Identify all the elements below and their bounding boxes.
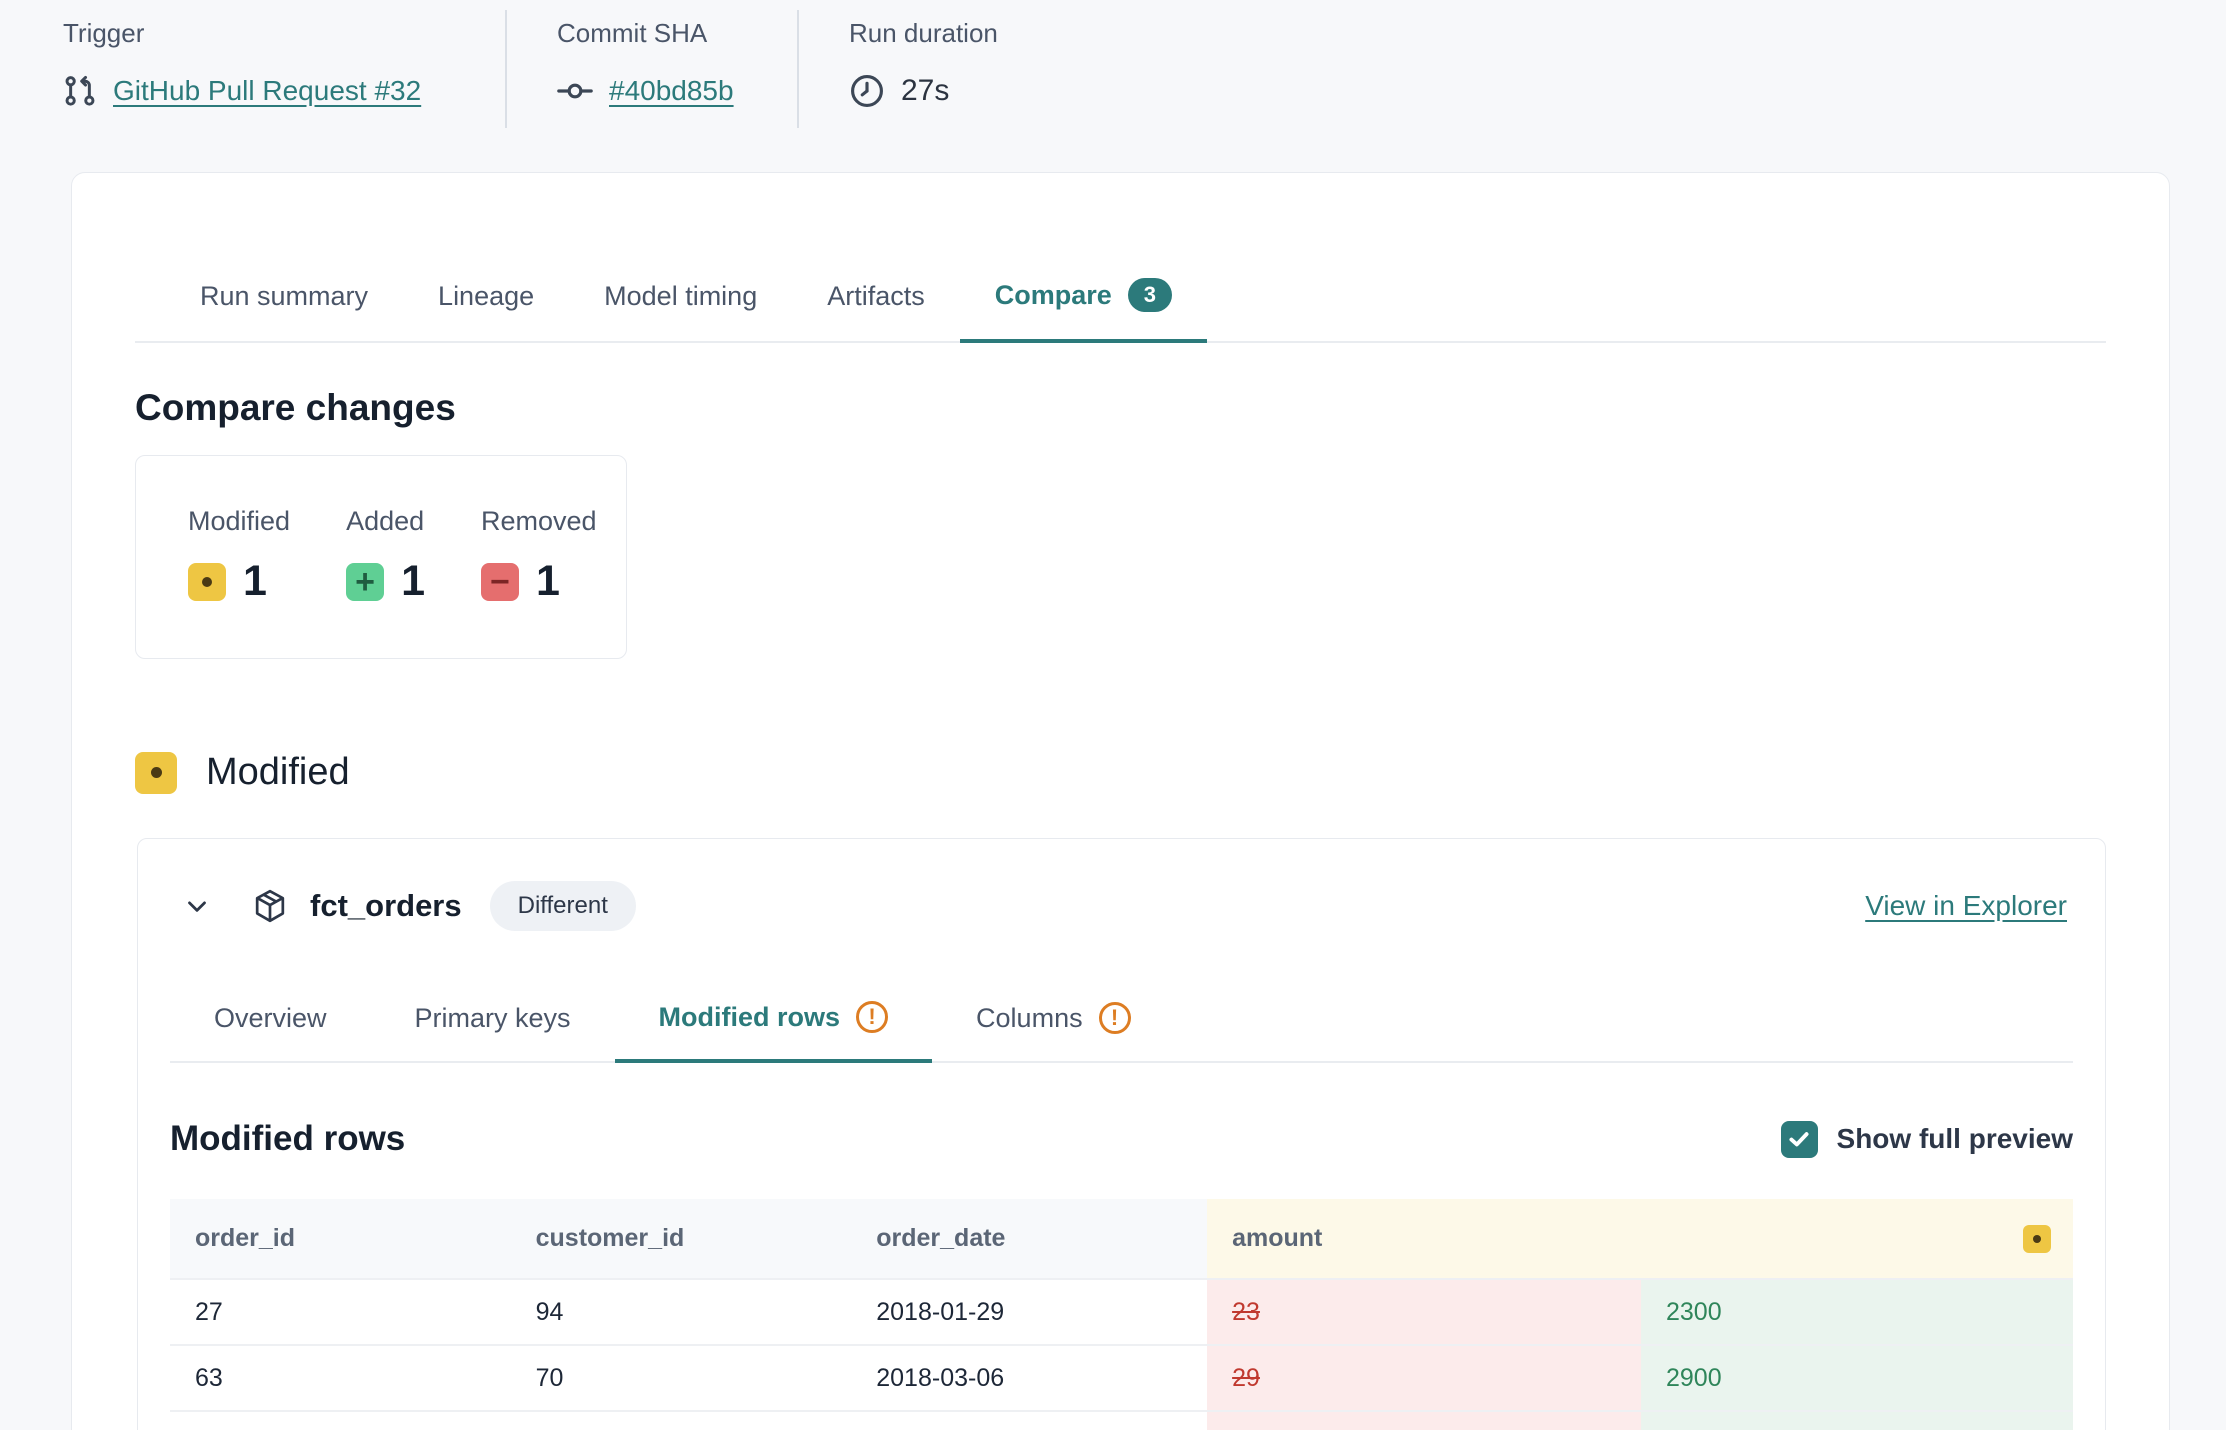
pull-request-icon xyxy=(63,73,97,109)
tab-columns[interactable]: Columns ! xyxy=(932,975,1175,1061)
stat-modified: Modified 1 xyxy=(188,506,291,605)
table-row xyxy=(170,1411,2073,1430)
modified-section-heading: Modified xyxy=(206,751,350,793)
column-header-amount: amount xyxy=(1207,1199,2073,1279)
cell-order-id: 27 xyxy=(195,1297,223,1326)
checkbox-checked-icon[interactable] xyxy=(1780,1120,1818,1158)
modified-section-header: Modified xyxy=(135,751,2106,794)
cell-customer-id: 70 xyxy=(535,1363,564,1392)
cell-amount-old xyxy=(1207,1411,1641,1430)
view-in-explorer-link[interactable]: View in Explorer xyxy=(1865,890,2067,921)
tab-primary-keys[interactable]: Primary keys xyxy=(414,1002,571,1033)
modified-rows-table: order_id customer_id order_date amount 2… xyxy=(170,1199,2073,1430)
compare-count-badge: 3 xyxy=(1127,278,1173,312)
chevron-down-icon[interactable] xyxy=(182,891,212,921)
table-row: 63 70 2018-03-06 29 2900 xyxy=(170,1345,2073,1411)
table-header-row: order_id customer_id order_date amount xyxy=(170,1199,2073,1279)
table-row: 27 94 2018-01-29 23 2300 xyxy=(170,1279,2073,1345)
cell-order-id: 63 xyxy=(195,1363,223,1392)
cell-order-date: 2018-03-06 xyxy=(876,1363,1005,1392)
modified-icon xyxy=(188,562,226,601)
trigger-label: Trigger xyxy=(63,18,145,48)
show-full-preview-toggle[interactable]: Show full preview xyxy=(1780,1120,2073,1158)
clock-icon xyxy=(849,73,885,109)
stat-added: Added + 1 xyxy=(346,506,425,605)
duration-block: Run duration 27s xyxy=(849,18,998,109)
change-summary-card: Modified 1 Added + 1 Removed − 1 xyxy=(135,455,627,659)
commit-link[interactable]: #40bd85b xyxy=(609,75,734,106)
trigger-link[interactable]: GitHub Pull Request #32 xyxy=(113,75,422,106)
tab-lineage[interactable]: Lineage xyxy=(438,280,535,311)
modified-rows-section: Modified rows Show full preview o xyxy=(170,1063,2073,1430)
cell-amount-old: 23 xyxy=(1207,1279,1641,1345)
modified-rows-heading: Modified rows xyxy=(170,1119,406,1158)
commit-block: Commit SHA #40bd85b xyxy=(557,18,734,109)
tab-model-timing[interactable]: Model timing xyxy=(604,280,758,311)
column-header-order-id: order_id xyxy=(170,1199,511,1279)
cell-order-id xyxy=(170,1411,511,1430)
tab-artifacts[interactable]: Artifacts xyxy=(827,280,925,311)
run-detail-card: Run summary Lineage Model timing Artifac… xyxy=(71,172,2170,1430)
tab-compare[interactable]: Compare 3 xyxy=(959,251,1208,343)
warning-icon: ! xyxy=(856,1001,889,1033)
model-panel-header: fct_orders Different View in Explorer xyxy=(170,839,2073,951)
modified-icon xyxy=(135,751,177,794)
main-tab-bar: Run summary Lineage Model timing Artifac… xyxy=(135,251,2106,343)
model-tab-bar: Overview Primary keys Modified rows ! Co… xyxy=(170,975,2073,1063)
warning-icon: ! xyxy=(1098,1002,1131,1034)
added-icon: + xyxy=(346,562,385,601)
duration-value: 27s xyxy=(901,74,950,107)
tab-run-summary[interactable]: Run summary xyxy=(200,280,369,311)
cell-customer-id: 94 xyxy=(535,1297,564,1326)
cell-order-date: 2018-01-29 xyxy=(876,1297,1005,1326)
show-full-preview-label: Show full preview xyxy=(1836,1123,2073,1154)
column-header-customer-id: customer_id xyxy=(510,1199,852,1279)
stat-removed: Removed − 1 xyxy=(480,506,597,605)
commit-icon xyxy=(557,73,593,109)
model-cube-icon xyxy=(252,888,288,924)
meta-divider xyxy=(505,10,507,128)
cell-amount-new: 2900 xyxy=(1640,1345,2073,1411)
tab-modified-rows[interactable]: Modified rows ! xyxy=(614,975,933,1063)
model-panel-fct-orders: fct_orders Different View in Explorer Ov… xyxy=(137,838,2106,1430)
trigger-block: Trigger GitHub Pull Request #32 xyxy=(63,18,421,109)
modified-icon xyxy=(2023,1224,2051,1253)
cell-customer-id xyxy=(511,1411,852,1430)
meta-divider xyxy=(797,10,799,128)
model-status-badge: Different xyxy=(489,881,636,931)
cell-order-date xyxy=(851,1411,1207,1430)
cell-amount-new xyxy=(1640,1411,2073,1430)
cell-amount-old: 29 xyxy=(1207,1345,1641,1411)
model-name: fct_orders xyxy=(310,888,462,923)
cell-amount-new: 2300 xyxy=(1640,1279,2073,1345)
commit-label: Commit SHA xyxy=(557,18,708,48)
removed-icon: − xyxy=(480,562,519,601)
compare-changes-heading: Compare changes xyxy=(135,387,456,428)
tab-overview[interactable]: Overview xyxy=(214,1002,327,1033)
column-header-order-date: order_date xyxy=(851,1199,1208,1279)
duration-label: Run duration xyxy=(849,18,998,48)
